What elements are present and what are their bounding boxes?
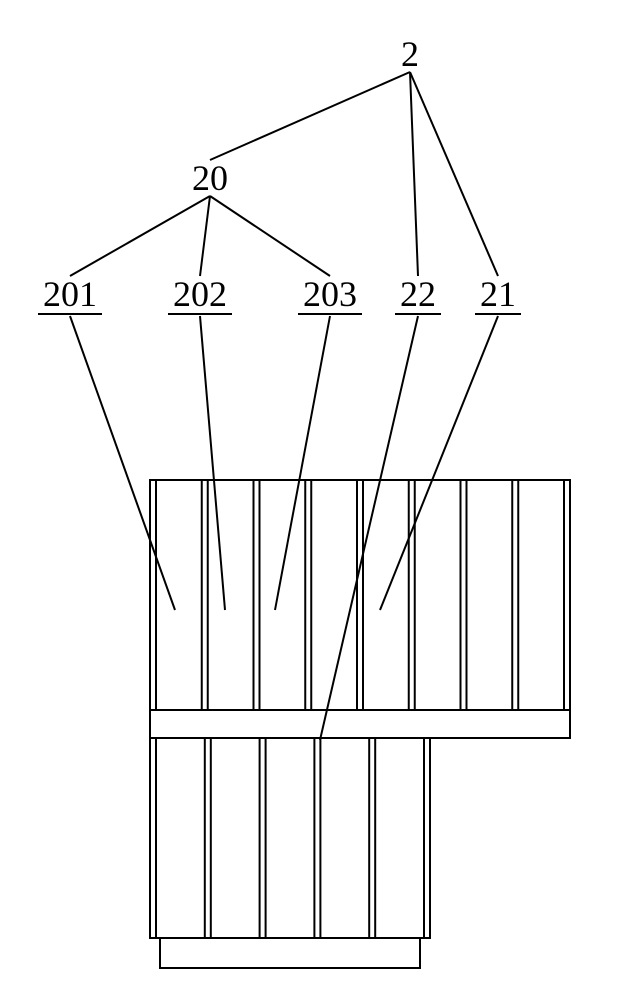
crossbar	[150, 710, 570, 738]
pointer-line	[200, 316, 225, 610]
node-label-203: 203	[303, 274, 357, 314]
tree-edge	[200, 196, 210, 276]
upper-panel	[150, 480, 570, 710]
tree-edge	[410, 72, 418, 276]
node-label-2: 2	[401, 34, 419, 74]
pointer-lines	[70, 316, 498, 740]
node-label-20: 20	[192, 158, 228, 198]
node-label-202: 202	[173, 274, 227, 314]
pointer-line	[70, 316, 175, 610]
lower-panel	[150, 738, 430, 938]
tree-labels: 2 20 201 202 203 22 21	[38, 34, 521, 314]
tree-edges	[70, 72, 498, 276]
pointer-line	[380, 316, 498, 610]
assembly	[150, 480, 570, 968]
tree-edge	[410, 72, 498, 276]
node-label-201: 201	[43, 274, 97, 314]
node-label-21: 21	[480, 274, 516, 314]
pointer-line	[275, 316, 330, 610]
base-plate	[160, 938, 420, 968]
pointer-line	[320, 316, 418, 740]
diagram-canvas: 2 20 201 202 203 22 21	[0, 0, 639, 1000]
tree-edge	[210, 72, 410, 160]
node-label-22: 22	[400, 274, 436, 314]
tree-edge	[70, 196, 210, 276]
tree-edge	[210, 196, 330, 276]
